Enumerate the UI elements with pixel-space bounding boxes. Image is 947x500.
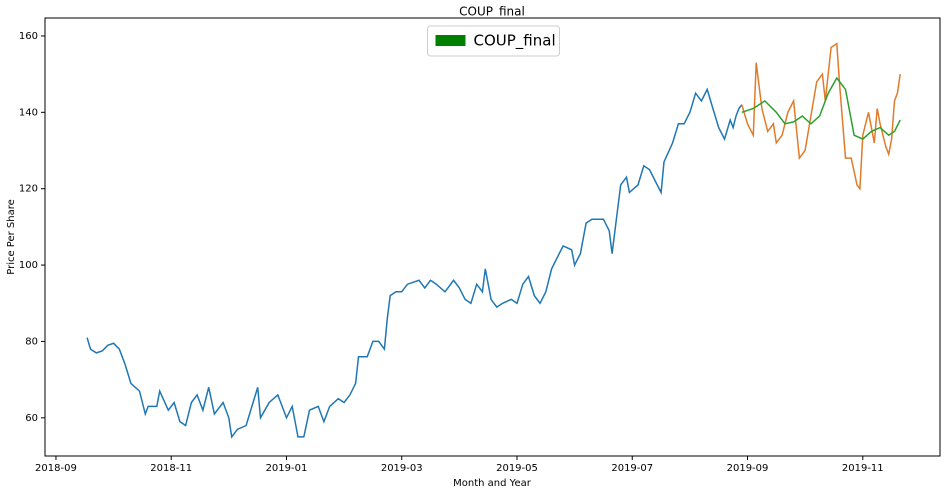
x-tick-label: 2018-09 <box>35 463 77 474</box>
chart-title: COUP_final <box>459 5 525 19</box>
y-tick-label: 140 <box>19 107 38 118</box>
x-tick-label: 2018-11 <box>150 463 192 474</box>
y-tick-label: 100 <box>19 260 38 271</box>
line <box>741 42 901 191</box>
line <box>86 87 743 439</box>
y-tick-label: 60 <box>25 413 38 424</box>
x-tick-label: 2019-09 <box>727 463 769 474</box>
x-tick-label: 2019-07 <box>611 463 653 474</box>
legend-swatch <box>435 35 466 46</box>
y-tick-label: 160 <box>19 31 38 42</box>
x-axis-label: Month and Year <box>453 478 532 489</box>
y-tick-label: 80 <box>25 336 38 347</box>
x-tick-label: 2019-11 <box>842 463 884 474</box>
legend-box <box>427 25 560 57</box>
y-tick-label: 120 <box>19 184 38 195</box>
line <box>741 76 901 140</box>
y-axis-label: Price Per Share <box>6 199 17 275</box>
x-tick-label: 2019-05 <box>496 463 538 474</box>
x-tick-label: 2019-01 <box>266 463 308 474</box>
x-tick-label: 2019-03 <box>381 463 423 474</box>
legend-label: COUP_final <box>474 32 556 51</box>
plot-frame <box>44 17 941 457</box>
